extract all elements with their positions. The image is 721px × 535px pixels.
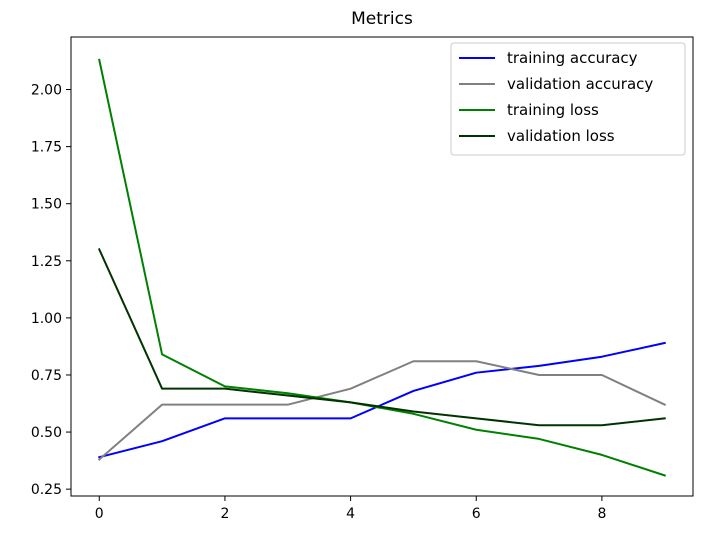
y-tick-label: 0.50 [31, 425, 62, 441]
legend-label: validation accuracy [507, 75, 653, 93]
legend-label: training accuracy [507, 49, 638, 67]
y-tick-label: 0.75 [31, 368, 62, 384]
x-tick-label: 4 [346, 506, 355, 522]
y-tick-label: 1.50 [31, 197, 62, 213]
y-tick-label: 0.25 [31, 482, 62, 498]
x-tick-label: 6 [472, 506, 481, 522]
y-tick-label: 1.00 [31, 311, 62, 327]
chart-title: Metrics [351, 9, 413, 29]
legend: training accuracy validation accuracy trai… [450, 42, 686, 156]
series-line-training-accuracy [98, 341, 666, 459]
x-tick-label: 0 [95, 506, 104, 522]
legend-label: validation loss [507, 127, 615, 145]
plot-area: 0 2 4 6 8 0.25 0.50 0.75 1.00 1.25 1.50 1.75 2.00 tra… [31, 36, 694, 522]
y-tick-label: 2.00 [31, 83, 62, 99]
series-line-validation-accuracy [97, 360, 667, 461]
legend-label: training loss [507, 101, 599, 119]
axes-frame [70, 36, 694, 497]
x-tick-label: 8 [597, 506, 606, 522]
legend-box [450, 42, 686, 156]
series-line-validation-loss [97, 248, 666, 427]
y-tick-label: 1.25 [31, 254, 62, 270]
y-tick-label: 1.75 [31, 140, 62, 156]
x-tick-label: 2 [220, 506, 229, 522]
series-line-training-loss [98, 58, 666, 477]
